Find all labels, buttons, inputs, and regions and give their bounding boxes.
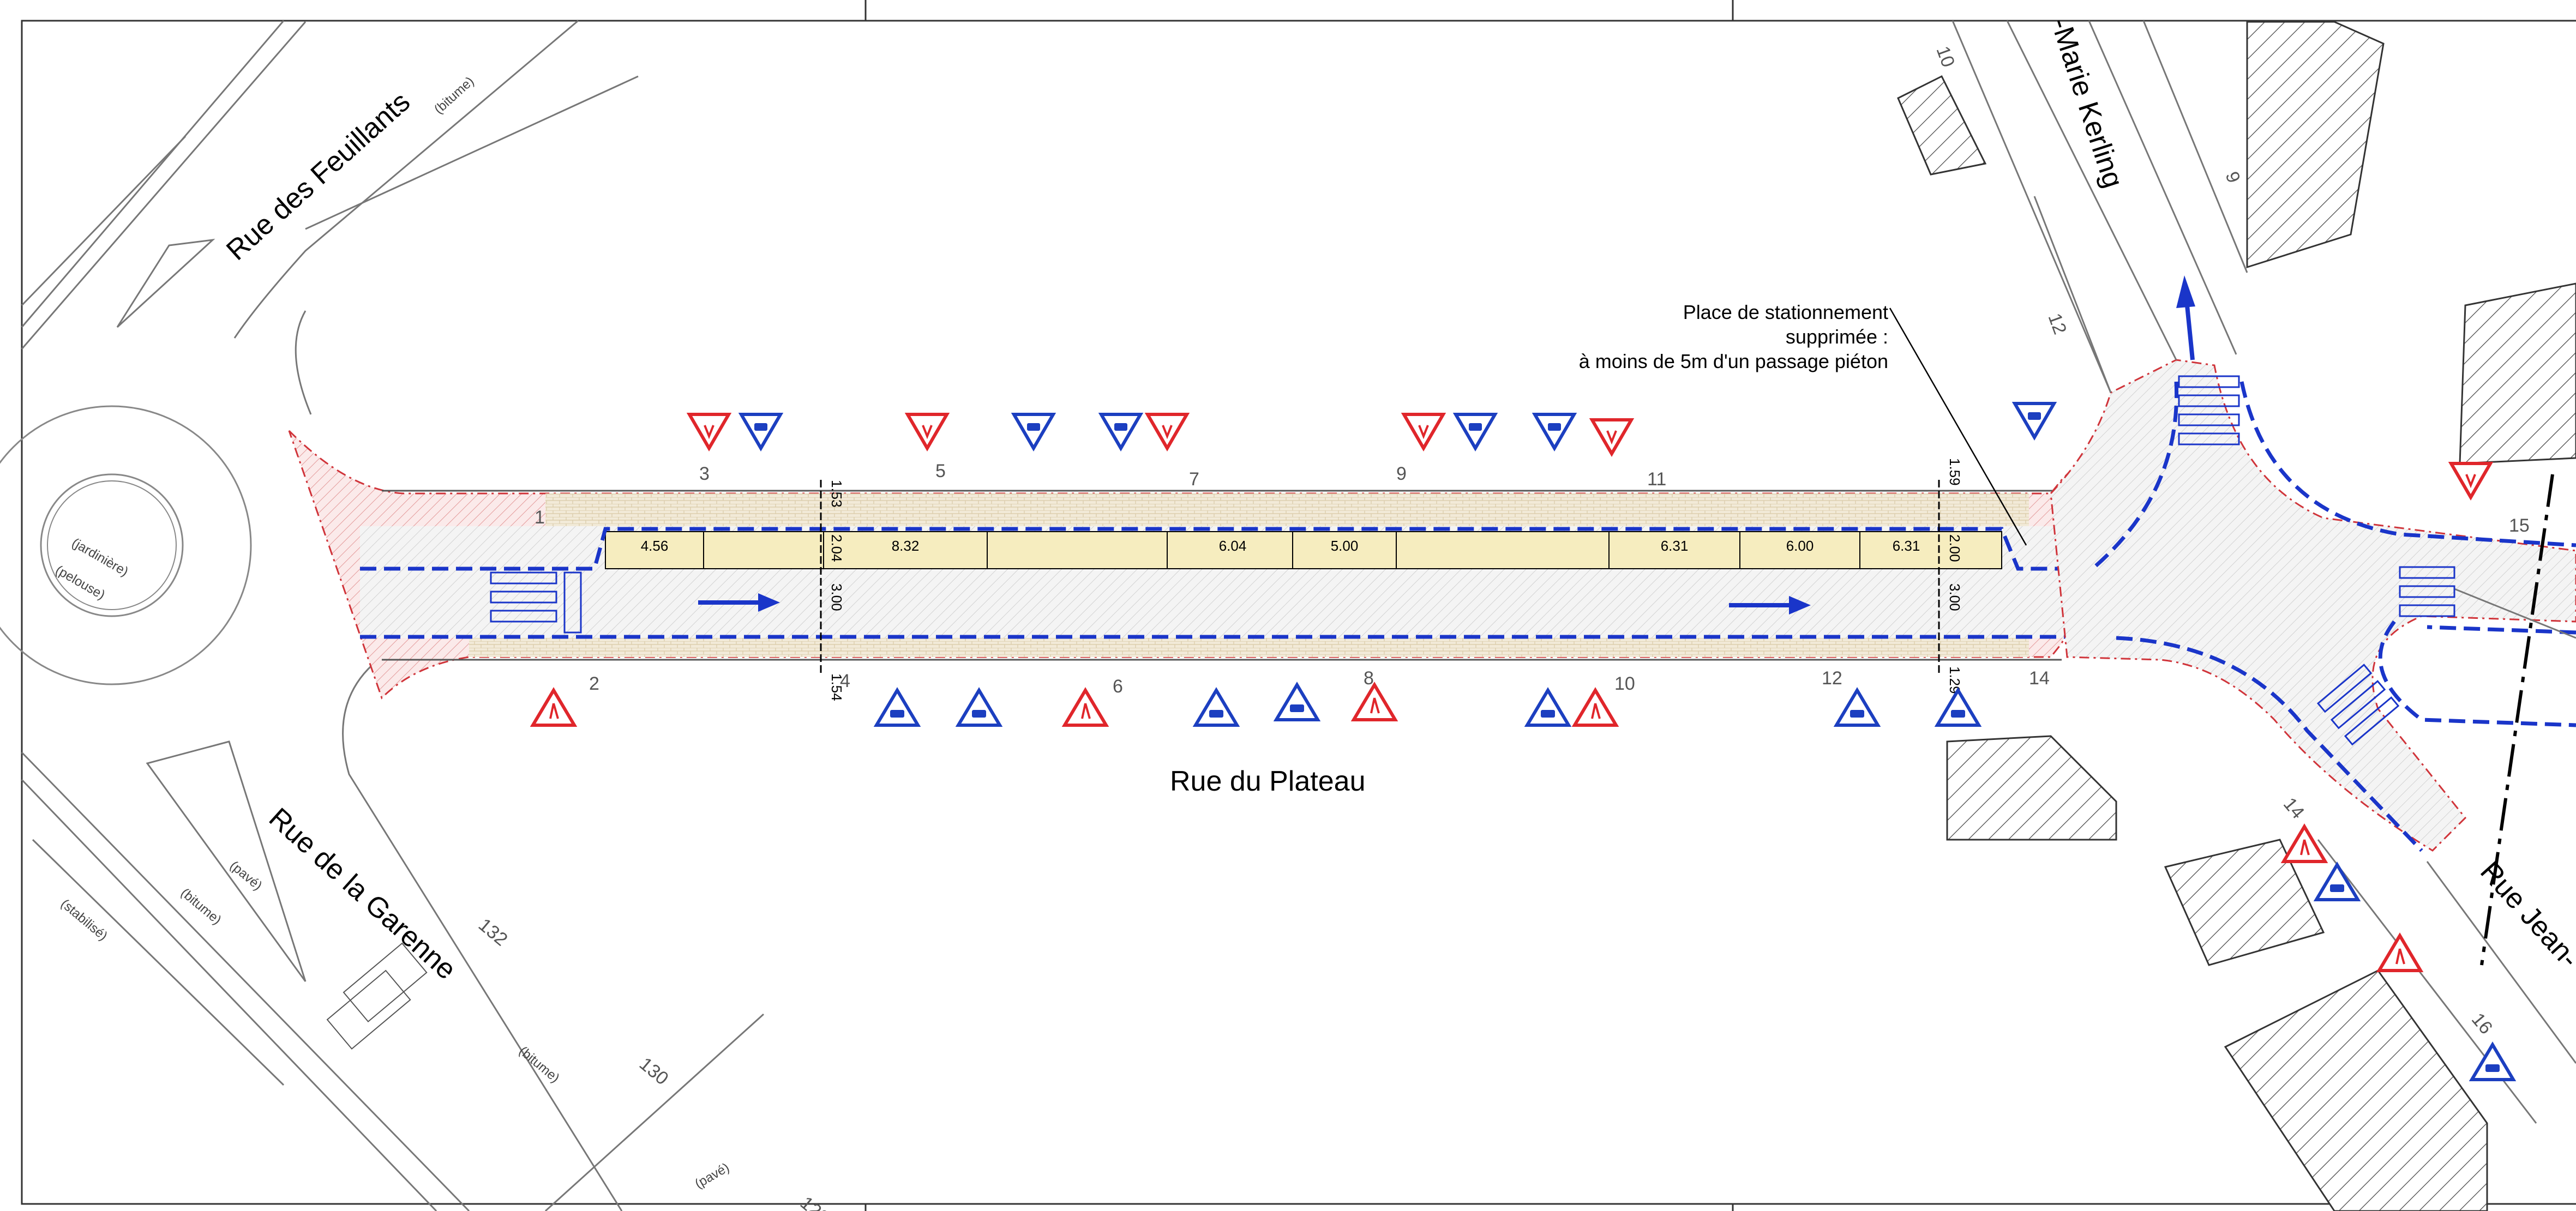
- note-line-2: supprimée :: [1786, 326, 1888, 348]
- right-intersection: [2050, 359, 2576, 852]
- width-right-parking: 2.00: [1947, 534, 1963, 562]
- width-dim-left: 1.53 2.04 3.00 1.54: [820, 480, 845, 701]
- parking-length-3: 6.04: [1219, 538, 1247, 554]
- house-number: 14: [2279, 794, 2308, 823]
- pedestrian-warning-sign-icon: [1061, 687, 1109, 727]
- give-way-sign-icon: [686, 413, 732, 451]
- house-number: 6: [1113, 676, 1123, 697]
- house-number: 12: [1822, 668, 1842, 689]
- car-warning-sign-icon: [2011, 402, 2057, 441]
- note-line-1: Place de stationnement: [1683, 301, 1888, 323]
- house-number: 130: [635, 1053, 672, 1089]
- width-left-top: 1.53: [828, 480, 845, 508]
- car-warning-sign-icon: [2469, 1041, 2517, 1081]
- surface-label-bitume-garenne: (bitume): [178, 885, 224, 927]
- car-warning-sign-icon: [1833, 687, 1881, 727]
- parking-length-4: 5.00: [1331, 538, 1359, 554]
- house-number: 9: [1396, 463, 1407, 484]
- pedestrian-warning-sign-icon: [530, 687, 578, 727]
- plateau-roadway: [288, 430, 2095, 700]
- house-number: 7: [1189, 469, 1199, 490]
- sign-row-top: [686, 402, 2494, 501]
- house-number: 11: [1647, 469, 1666, 490]
- house-number: 1: [535, 507, 545, 528]
- car-warning-sign-icon: [1934, 687, 1982, 727]
- width-right-top: 1.59: [1947, 458, 1963, 486]
- house-number: 128: [796, 1192, 833, 1211]
- car-warning-sign-icon: [1098, 413, 1144, 451]
- parking-dividers: [703, 532, 1860, 569]
- surface-label-pave-garenne-2: (pavé): [693, 1160, 732, 1191]
- note-line-3: à moins de 5m d'un passage piéton: [1579, 350, 1888, 372]
- sheet-frame: [21, 0, 2576, 1211]
- car-warning-sign-icon: [1011, 413, 1056, 451]
- traffic-arrow-icon: [1729, 596, 1811, 614]
- street-name-kerling: -Marie Kerling: [2045, 14, 2129, 192]
- parking-length-6: 6.00: [1786, 538, 1814, 554]
- house-number: 14: [2029, 668, 2050, 689]
- pedestrian-warning-sign-icon: [2280, 823, 2328, 863]
- surface-label-pelouse: (pelouse): [53, 563, 107, 603]
- house-number: 3: [699, 463, 710, 484]
- house-number: 9: [2221, 169, 2244, 186]
- parking-length-5: 6.31: [1661, 538, 1689, 554]
- house-number: 12: [2044, 311, 2070, 338]
- house-number: 10: [1932, 44, 1959, 70]
- parking-length-2: 8.32: [892, 538, 920, 554]
- car-warning-sign-icon: [1524, 687, 1572, 727]
- car-warning-sign-icon: [955, 687, 1003, 727]
- surface-label-pave-garenne: (pavé): [227, 858, 265, 893]
- kerling-linework: [1951, 20, 2576, 1124]
- traffic-arrow-icon: [698, 593, 780, 612]
- parking-length-1: 4.56: [641, 538, 669, 554]
- roundabout: [0, 405, 252, 685]
- car-warning-sign-icon: [738, 413, 784, 451]
- width-right-bottom: 1.29: [1947, 666, 1963, 694]
- car-warning-sign-icon: [873, 687, 921, 727]
- crosswalk-jean: [2316, 566, 2455, 746]
- feuillants-linework: [21, 20, 639, 415]
- surface-label-bitume-feuillants: (bitume): [431, 74, 477, 117]
- house-number: 10: [1614, 673, 1635, 694]
- buildings: [1897, 21, 2576, 1211]
- house-number: 132: [475, 914, 512, 950]
- give-way-sign-icon: [1144, 413, 1190, 451]
- width-dim-right: 1.59 2.00 3.00 1.29: [1938, 458, 1963, 694]
- sign-row-bottom: [530, 682, 2517, 1081]
- garenne-linework: [21, 656, 765, 1211]
- car-warning-sign-icon: [1452, 413, 1498, 451]
- house-number: 8: [1364, 668, 1374, 689]
- car-warning-sign-icon: [1273, 682, 1321, 721]
- crosswalk-left: [490, 571, 582, 634]
- crosswalk-kerling: [2178, 375, 2240, 445]
- street-name-garenne: Rue de la Garenne: [263, 802, 462, 986]
- surface-label-stabilise: (stabilisé): [58, 896, 110, 944]
- garenne-crossing: [326, 942, 428, 1050]
- width-right-lane: 3.00: [1947, 583, 1963, 611]
- give-way-sign-icon: [1401, 413, 1446, 451]
- house-number: 5: [935, 461, 946, 481]
- width-left-parking: 2.04: [828, 534, 845, 562]
- house-number: 16: [2467, 1009, 2496, 1038]
- car-warning-sign-icon: [1532, 413, 1577, 451]
- pedestrian-warning-sign-icon: [1571, 687, 1619, 727]
- pedestrian-warning-sign-icon: [1350, 682, 1398, 721]
- annotation-note: Place de stationnement supprimée : à moi…: [1579, 301, 2027, 546]
- car-warning-sign-icon: [1192, 687, 1240, 727]
- traffic-arrow-icon: [2176, 275, 2195, 360]
- house-number: 2: [589, 673, 599, 694]
- give-way-sign-icon: [904, 413, 950, 451]
- house-number: 4: [840, 671, 850, 691]
- street-name-plateau: Rue du Plateau: [1170, 766, 1366, 797]
- parking-length-7: 6.31: [1893, 538, 1920, 554]
- pedestrian-warning-sign-icon: [2376, 932, 2424, 972]
- boundary-line: [2480, 474, 2554, 966]
- give-way-sign-icon: [2448, 462, 2494, 501]
- car-warning-sign-icon: [2313, 861, 2361, 901]
- house-number: 15: [2509, 515, 2530, 536]
- width-left-bottom: 1.54: [828, 673, 845, 701]
- width-left-lane: 3.00: [828, 583, 845, 611]
- give-way-sign-icon: [1589, 418, 1635, 457]
